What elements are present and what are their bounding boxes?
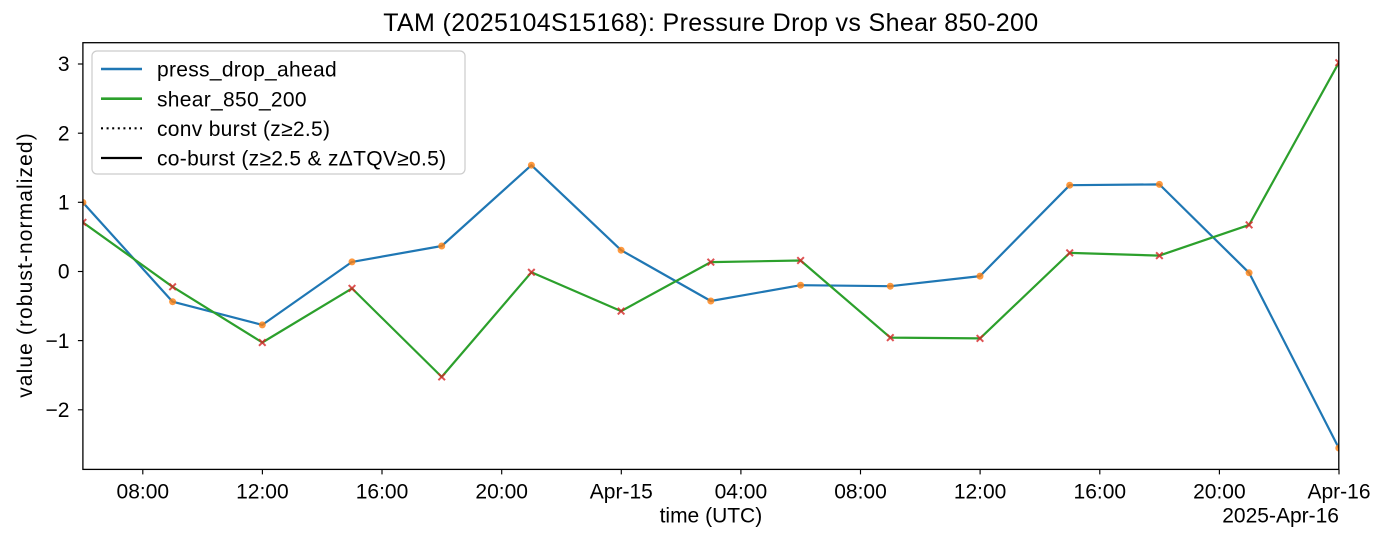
svg-text:12:00: 12:00 xyxy=(954,481,1007,504)
svg-text:time (UTC): time (UTC) xyxy=(660,505,763,528)
svg-text:co-burst (z≥2.5 & zΔTQV≥0.5): co-burst (z≥2.5 & zΔTQV≥0.5) xyxy=(157,148,446,171)
svg-text:conv burst (z≥2.5): conv burst (z≥2.5) xyxy=(157,118,330,141)
svg-text:0: 0 xyxy=(58,261,70,284)
svg-text:16:00: 16:00 xyxy=(356,481,409,504)
svg-text:08:00: 08:00 xyxy=(117,481,170,504)
svg-text:press_drop_ahead: press_drop_ahead xyxy=(157,59,337,82)
svg-text:20:00: 20:00 xyxy=(475,481,528,504)
svg-text:12:00: 12:00 xyxy=(236,481,289,504)
svg-text:−2: −2 xyxy=(46,399,70,422)
svg-text:TAM (2025104S15168): Pressure: TAM (2025104S15168): Pressure Drop vs Sh… xyxy=(383,9,1038,37)
svg-text:value (robust-normalized): value (robust-normalized) xyxy=(14,132,37,398)
svg-text:2: 2 xyxy=(58,122,70,145)
svg-text:shear_850_200: shear_850_200 xyxy=(157,88,307,111)
svg-text:2025-Apr-16: 2025-Apr-16 xyxy=(1222,505,1339,528)
svg-text:Apr-15: Apr-15 xyxy=(590,481,653,504)
svg-text:Apr-16: Apr-16 xyxy=(1307,481,1370,504)
svg-text:16:00: 16:00 xyxy=(1074,481,1127,504)
svg-text:04:00: 04:00 xyxy=(715,481,768,504)
svg-text:−1: −1 xyxy=(46,330,70,353)
svg-text:3: 3 xyxy=(58,53,70,76)
svg-text:20:00: 20:00 xyxy=(1193,481,1246,504)
svg-text:08:00: 08:00 xyxy=(834,481,887,504)
svg-text:1: 1 xyxy=(58,192,70,215)
